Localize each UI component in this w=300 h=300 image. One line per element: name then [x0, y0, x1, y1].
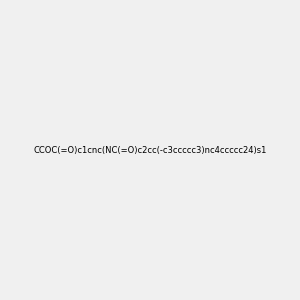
Text: CCOC(=O)c1cnc(NC(=O)c2cc(-c3ccccc3)nc4ccccc24)s1: CCOC(=O)c1cnc(NC(=O)c2cc(-c3ccccc3)nc4cc… — [33, 146, 267, 154]
